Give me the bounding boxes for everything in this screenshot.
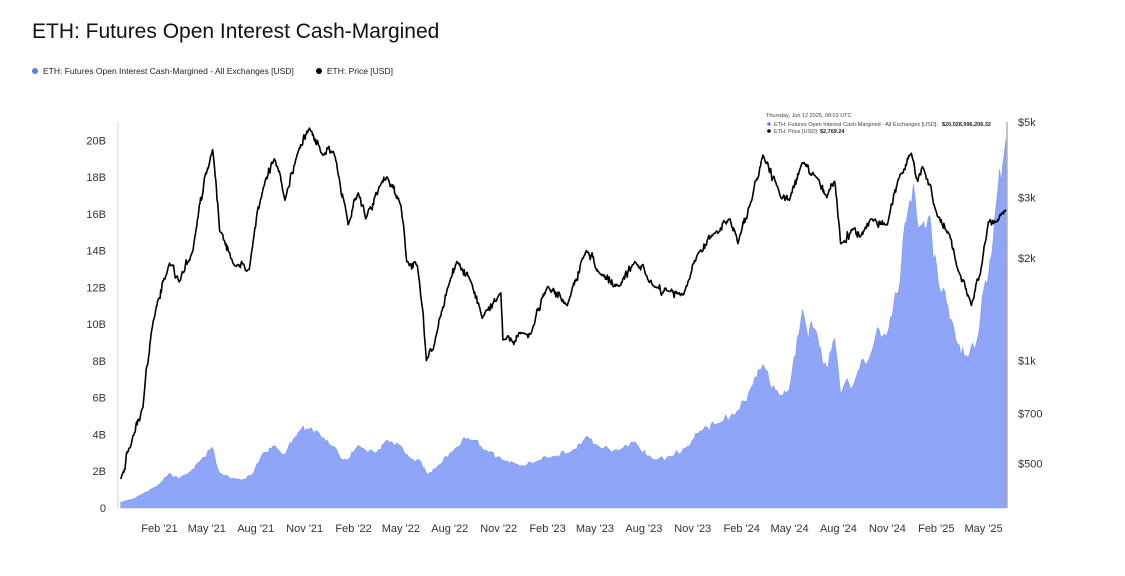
y-left-tick-label: 20B xyxy=(86,135,106,147)
y-left-tick-label: 10B xyxy=(86,319,106,331)
tooltip-oi-label: ETH: Futures Open Interest Cash-Margined… xyxy=(774,122,938,128)
x-tick-label: Aug '24 xyxy=(820,523,857,535)
y-right-tick-label: $2k xyxy=(1018,253,1036,265)
series-area-open-interest xyxy=(120,139,1007,509)
x-tick-label: Nov '24 xyxy=(869,523,906,535)
y-left-tick-label: 16B xyxy=(86,209,106,221)
x-tick-label: May '21 xyxy=(188,523,226,535)
x-tick-label: Nov '21 xyxy=(286,523,323,535)
x-tick-label: May '23 xyxy=(576,523,614,535)
chart-legend: ETH: Futures Open Interest Cash-Margined… xyxy=(32,66,393,76)
x-tick-label: Nov '22 xyxy=(480,523,517,535)
y-left-tick-label: 6B xyxy=(93,393,106,405)
chart-title: ETH: Futures Open Interest Cash-Margined xyxy=(32,20,440,43)
y-left-tick-label: 0 xyxy=(100,503,106,515)
tooltip-date: Thursday, Jun 12 2025, 08:03 UTC xyxy=(766,113,852,119)
y-left-tick-label: 18B xyxy=(86,172,106,184)
x-tick-label: Feb '24 xyxy=(724,523,760,535)
tooltip-price-value: $2,769.24 xyxy=(820,129,845,135)
legend-item-price[interactable]: ETH: Price [USD] xyxy=(315,66,393,76)
x-tick-label: Feb '21 xyxy=(141,523,177,535)
tooltip-oi-dot xyxy=(767,122,771,126)
y-right-tick-label: $3k xyxy=(1018,193,1036,205)
legend-label-open-interest: ETH: Futures Open Interest Cash-Margined… xyxy=(43,66,294,76)
x-tick-label: Feb '22 xyxy=(335,523,371,535)
series-line-price xyxy=(119,127,1007,480)
legend-label-price: ETH: Price [USD] xyxy=(326,66,393,76)
y-right-tick-label: $700 xyxy=(1018,408,1042,420)
y-left-tick-label: 4B xyxy=(93,429,106,441)
x-tick-label: Feb '23 xyxy=(529,523,565,535)
chart-tooltip: Thursday, Jun 12 2025, 08:03 UTC ETH: Fu… xyxy=(766,113,991,135)
tooltip-oi-value: $20,028,996,206.32 xyxy=(942,122,991,128)
x-tick-label: Aug '23 xyxy=(625,523,662,535)
legend-dot-price xyxy=(315,68,322,74)
y-right-tick-label: $1k xyxy=(1018,356,1036,368)
x-tick-label: May '24 xyxy=(770,523,808,535)
x-tick-label: May '22 xyxy=(382,523,420,535)
x-tick-label: Aug '22 xyxy=(431,523,468,535)
legend-dot-open-interest xyxy=(32,68,38,74)
legend-item-open-interest[interactable]: ETH: Futures Open Interest Cash-Margined… xyxy=(32,66,294,76)
x-tick-label: Feb '25 xyxy=(918,523,954,535)
y-left-tick-label: 14B xyxy=(86,246,106,258)
tooltip-price-dot xyxy=(767,129,771,133)
x-tick-label: Aug '21 xyxy=(237,523,274,535)
x-tick-label: May '25 xyxy=(965,523,1003,535)
y-left-tick-label: 2B xyxy=(93,466,106,478)
y-right-tick-label: $500 xyxy=(1018,458,1042,470)
y-right-tick-label: $5k xyxy=(1018,117,1036,129)
x-tick-label: Nov '23 xyxy=(674,523,711,535)
tooltip-price-label: ETH: Price [USD]: xyxy=(774,129,819,135)
y-left-tick-label: 8B xyxy=(93,356,106,368)
y-left-tick-label: 12B xyxy=(86,282,106,294)
